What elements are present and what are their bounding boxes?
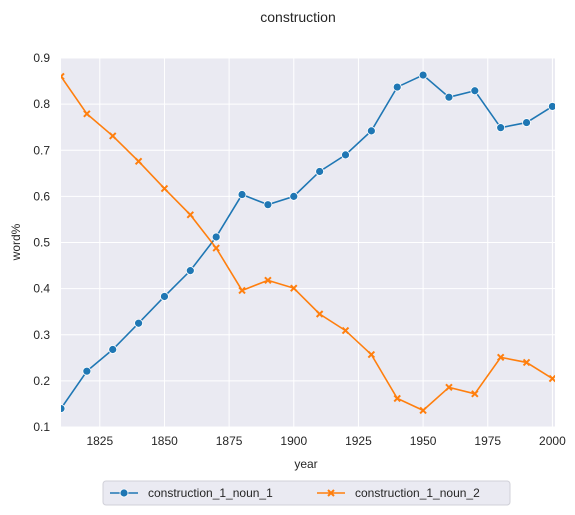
data-point — [211, 232, 221, 242]
y-tick-labels: 0.1 0.2 0.3 0.4 0.5 0.6 0.7 0.8 0.9 — [33, 51, 50, 434]
data-point — [212, 244, 220, 252]
data-point — [108, 345, 118, 354]
data-point — [83, 110, 91, 118]
data-point — [82, 366, 92, 376]
data-point — [61, 72, 65, 81]
data-point — [341, 326, 350, 335]
data-point — [496, 353, 505, 362]
data-point — [185, 266, 195, 276]
data-point — [393, 394, 401, 403]
data-point — [264, 276, 272, 285]
chart-title: construction — [260, 9, 335, 25]
data-point — [109, 132, 117, 140]
data-point — [134, 157, 143, 166]
data-point — [160, 184, 169, 193]
legend-box — [102, 480, 511, 506]
data-point — [470, 86, 480, 96]
data-point — [366, 126, 376, 136]
data-point — [61, 404, 66, 413]
data-point — [522, 358, 531, 367]
y-tick-label: 0.5 — [33, 236, 50, 250]
data-point — [315, 167, 325, 176]
legend-entry: construction_1_noun_2 — [317, 486, 480, 500]
gridlines — [61, 57, 555, 428]
y-tick-label: 0.3 — [33, 328, 50, 342]
series-1 — [61, 70, 555, 413]
data-point — [238, 286, 246, 295]
data-point — [418, 70, 428, 80]
data-point — [367, 350, 376, 359]
data-point — [419, 406, 427, 415]
data-point — [445, 383, 453, 392]
x-tick-label: 1850 — [151, 434, 178, 448]
data-point — [496, 123, 506, 133]
data-point — [341, 150, 350, 160]
x-tick-label: 2000 — [539, 434, 566, 448]
data-point — [289, 191, 299, 201]
series-2 — [61, 72, 555, 415]
x-axis-label: year — [294, 457, 317, 471]
y-tick-label: 0.9 — [33, 51, 50, 65]
data-point — [160, 292, 169, 301]
y-axis-label: word% — [9, 223, 23, 261]
data-point — [237, 190, 247, 199]
data-point — [548, 374, 555, 383]
y-tick-label: 0.4 — [33, 282, 50, 296]
y-tick-label: 0.1 — [33, 420, 50, 434]
y-tick-label: 0.8 — [33, 97, 50, 111]
legend-entry: construction_1_noun_1 — [110, 486, 273, 500]
data-point — [522, 118, 531, 127]
x-tick-label: 1875 — [216, 434, 243, 448]
y-tick-label: 0.6 — [33, 189, 50, 203]
data-point — [315, 310, 324, 318]
data-point — [471, 390, 479, 398]
x-tick-label: 1925 — [345, 434, 372, 448]
y-tick-label: 0.2 — [33, 374, 50, 388]
legend: construction_1_noun_1 construction_1_noun… — [102, 480, 511, 506]
legend-label: construction_1_noun_2 — [355, 486, 480, 500]
data-point — [548, 102, 555, 111]
x-tick-label: 1975 — [474, 434, 501, 448]
series-line — [61, 75, 553, 412]
x-tick-label: 1900 — [280, 434, 307, 448]
x-tick-labels: 1825 1850 1875 1900 1925 1950 1975 2000 — [86, 434, 566, 448]
legend-marker — [119, 488, 129, 498]
legend-marker — [327, 489, 335, 497]
series-group — [61, 70, 555, 415]
data-point — [444, 92, 454, 102]
legend-label: construction_1_noun_1 — [148, 486, 273, 500]
x-tick-label: 1950 — [410, 434, 437, 448]
x-tick-label: 1825 — [86, 434, 113, 448]
y-tick-label: 0.7 — [33, 143, 50, 157]
data-point — [392, 82, 402, 92]
data-point — [263, 200, 273, 210]
data-point — [290, 284, 298, 292]
series-line — [61, 74, 553, 410]
data-point — [134, 318, 143, 328]
data-point — [186, 211, 195, 219]
